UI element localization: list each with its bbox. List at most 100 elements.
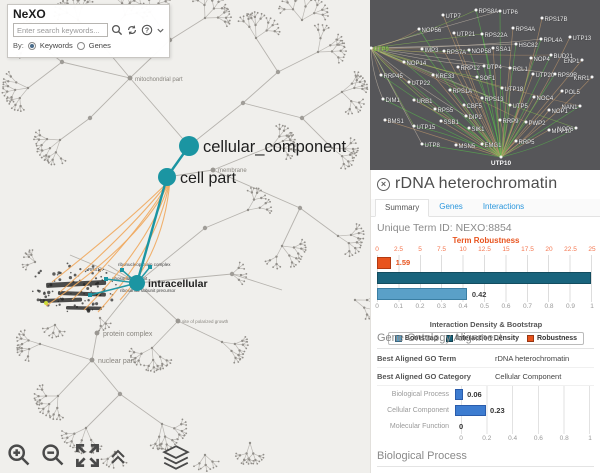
term-node[interactable]: [210, 167, 216, 173]
term-node[interactable]: [229, 271, 235, 277]
gene-node[interactable]: [439, 119, 443, 123]
gene-node-label[interactable]: RPS22A: [484, 33, 508, 40]
gene-node[interactable]: [454, 143, 458, 147]
gene-node-label[interactable]: RPS5: [437, 108, 454, 115]
gene-node[interactable]: [441, 13, 445, 17]
gene-node-label[interactable]: UTP21: [456, 32, 476, 39]
gene-node[interactable]: [508, 103, 512, 107]
gene-node-label[interactable]: KRE33: [435, 74, 456, 81]
gene-node-label[interactable]: RRP12: [460, 66, 481, 73]
gene-node[interactable]: [480, 96, 484, 100]
gene-node[interactable]: [407, 80, 411, 84]
highlighted-cluster-node[interactable]: [88, 293, 92, 297]
gene-node-label[interactable]: IMP3: [424, 48, 440, 55]
gene-node[interactable]: [499, 155, 503, 159]
close-icon[interactable]: ×: [377, 177, 390, 191]
gene-node[interactable]: [514, 139, 518, 143]
tab-genes[interactable]: Genes: [439, 202, 463, 211]
term-node[interactable]: [299, 115, 305, 121]
term-label[interactable]: membrane: [218, 168, 247, 174]
search-input[interactable]: [13, 23, 108, 37]
gene-node[interactable]: [524, 120, 528, 124]
gene-node-label[interactable]: PWP2: [528, 121, 547, 128]
term-label[interactable]: mitochondrial part: [135, 77, 183, 83]
gene-node-label[interactable]: RRP9: [502, 119, 520, 126]
gene-node[interactable]: [574, 126, 578, 130]
gene-node-label[interactable]: RPS1A: [452, 89, 473, 96]
search-icon[interactable]: [111, 24, 123, 37]
gene-node[interactable]: [578, 104, 582, 108]
gene-node[interactable]: [531, 72, 535, 76]
term-node[interactable]: [117, 391, 123, 397]
gene-node-label[interactable]: RRP45: [383, 74, 404, 81]
gene-node[interactable]: [532, 95, 536, 99]
gene-node[interactable]: [383, 118, 387, 122]
highlighted-term-label[interactable]: cell part: [180, 170, 237, 187]
gene-node-label[interactable]: ENP1: [564, 59, 581, 66]
gene-node-label[interactable]: POL5: [564, 90, 581, 97]
gene-node[interactable]: [480, 32, 484, 36]
gene-node-label[interactable]: DIM1: [385, 98, 401, 105]
gene-node-label[interactable]: UTP10: [491, 160, 512, 168]
gene-node[interactable]: [498, 9, 502, 13]
gene-node[interactable]: [381, 97, 385, 101]
gene-node[interactable]: [539, 37, 543, 41]
term-node[interactable]: [59, 59, 65, 65]
gene-node[interactable]: [553, 72, 557, 76]
gene-node-label[interactable]: CBF5: [466, 104, 483, 111]
gene-node[interactable]: [474, 8, 478, 12]
gene-node[interactable]: [514, 42, 518, 46]
gene-node-label[interactable]: RPL4A: [543, 38, 563, 45]
term-label[interactable]: site of polarized growth: [182, 319, 229, 324]
term-node[interactable]: [297, 205, 303, 211]
gene-node[interactable]: [549, 53, 553, 57]
gene-node-label[interactable]: RPS8A: [478, 9, 499, 16]
gene-node[interactable]: [475, 75, 479, 79]
highlighted-term-node-cellular-component[interactable]: [179, 136, 199, 156]
gene-node[interactable]: [482, 64, 486, 68]
gene-node[interactable]: [500, 86, 504, 90]
highlighted-term-node-intracellular[interactable]: [129, 275, 145, 291]
gene-node-label[interactable]: UTP4: [486, 65, 503, 72]
gene-node[interactable]: [547, 128, 551, 132]
tab-interactions[interactable]: Interactions: [482, 202, 525, 211]
gene-node-label[interactable]: RPS4A: [515, 27, 536, 34]
gene-node[interactable]: [379, 73, 383, 77]
gene-node-label[interactable]: MPP10: [551, 129, 572, 136]
gene-node[interactable]: [568, 35, 572, 39]
cluster-term-label[interactable]: ribosomal subunit: [112, 276, 148, 281]
gene-node-label[interactable]: RPS7A: [446, 50, 467, 57]
gene-node[interactable]: [511, 26, 515, 30]
gene-node[interactable]: [547, 108, 551, 112]
gene-node[interactable]: [560, 89, 564, 93]
term-label[interactable]: protein complex: [103, 331, 153, 338]
highlighted-cluster-node[interactable]: [104, 277, 108, 281]
highlighted-term-label[interactable]: intracellular: [148, 278, 208, 290]
tab-summary[interactable]: Summary: [375, 199, 430, 217]
gene-node-label[interactable]: SSA1: [495, 47, 512, 54]
term-node[interactable]: [89, 357, 95, 363]
ontology-canvas[interactable]: ribonucleoprotein complex ribosomal subun…: [0, 0, 370, 473]
gene-node-label[interactable]: UTP8: [424, 143, 441, 150]
term-node[interactable]: [94, 330, 100, 336]
collapse-tree-icon[interactable]: [108, 447, 128, 467]
gene-node[interactable]: [431, 73, 435, 77]
gene-node[interactable]: [480, 142, 484, 146]
gene-node-label[interactable]: BUD21: [553, 54, 574, 61]
gene-node-label[interactable]: UTP18: [504, 87, 524, 94]
term-node[interactable]: [175, 318, 181, 324]
gene-node-label[interactable]: NOP6: [557, 127, 575, 134]
gene-node-label[interactable]: EMG1: [484, 143, 503, 150]
gene-node-label[interactable]: MSN5: [458, 144, 476, 151]
help-icon[interactable]: ?: [141, 24, 153, 37]
gene-node-label[interactable]: RRP5: [518, 140, 536, 147]
reset-icon[interactable]: [126, 24, 138, 37]
gene-node-label[interactable]: SOF1: [479, 76, 496, 83]
term-node[interactable]: [275, 69, 281, 75]
gene-node[interactable]: [590, 75, 594, 79]
gene-node-label[interactable]: SIK1: [471, 127, 486, 134]
collapse-panel-icon[interactable]: [156, 24, 165, 37]
keywords-radio[interactable]: [27, 41, 36, 50]
zoom-in-icon[interactable]: [6, 442, 33, 469]
gene-node[interactable]: [420, 142, 424, 146]
